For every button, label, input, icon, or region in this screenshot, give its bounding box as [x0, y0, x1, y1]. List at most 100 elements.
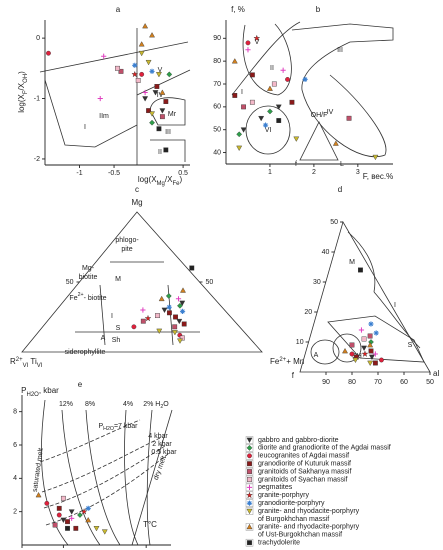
inset-label: L	[340, 161, 344, 168]
legend-label: granite- and rhyodacite-porphyry	[258, 508, 360, 515]
region-label: A	[314, 352, 319, 359]
legend-label: granite- and rhyodacite-porphyry	[258, 524, 360, 531]
y-tick-label: 50	[213, 127, 221, 134]
vertex-label: f	[292, 371, 295, 380]
region-label: VI	[265, 127, 272, 134]
vertex-label-part: VI	[23, 363, 29, 369]
marker	[372, 154, 379, 161]
marker	[236, 131, 243, 138]
marker	[142, 89, 148, 96]
y-axis-label-part: f, %	[231, 5, 245, 14]
marker	[85, 505, 91, 511]
marker	[258, 116, 265, 122]
marker	[246, 484, 253, 490]
y-axis-label: log(XF/XOH)	[17, 71, 28, 113]
legend-swatch-box	[245, 483, 254, 492]
marker	[69, 515, 75, 521]
marker	[149, 68, 155, 74]
marker	[267, 85, 273, 91]
marker	[144, 314, 152, 322]
x-axis-label: log(XMg/XFe)	[138, 175, 183, 186]
marker	[289, 99, 295, 105]
region-label: saturated melt	[32, 448, 45, 493]
inset-label: OH/F	[311, 112, 328, 119]
x-tick-label: 60	[400, 379, 408, 386]
x-tick-label: 1	[268, 169, 272, 176]
legend-swatch-box	[245, 467, 254, 476]
y-tick-label: 4	[13, 475, 17, 482]
panel-label: a	[116, 5, 121, 14]
region-label: I	[84, 124, 86, 131]
marker	[361, 345, 368, 352]
region-label: phlogo-	[115, 237, 139, 244]
region-label-part: P	[98, 423, 103, 430]
region-label: II	[270, 65, 274, 72]
region-label-part: 2+	[78, 292, 84, 298]
region-label: biotite	[79, 274, 98, 281]
panel-a-boundaries	[39, 28, 191, 165]
marker	[245, 40, 251, 46]
marker	[101, 53, 107, 59]
y-axis-label-part: H2O	[26, 392, 39, 398]
x-axis-label-part: /X	[165, 175, 173, 184]
marker	[77, 512, 83, 518]
marker	[60, 495, 66, 501]
marker	[179, 308, 186, 314]
marker	[367, 341, 374, 348]
marker	[358, 267, 363, 273]
marker	[80, 508, 88, 515]
y-tick-label: 60	[213, 104, 221, 111]
marker	[101, 529, 108, 535]
marker	[358, 327, 365, 333]
marker	[142, 23, 149, 29]
x-tick-label: 70	[374, 379, 382, 386]
legend-label: granodiorite-porphyry	[258, 500, 325, 507]
marker	[132, 62, 138, 68]
marker	[155, 72, 162, 78]
marker	[246, 500, 253, 506]
legend-label: of Burgokhchan massif	[258, 516, 329, 523]
marker	[65, 519, 70, 525]
legend-swatch-box	[245, 523, 254, 531]
legend-label: trachydolerite	[258, 540, 300, 547]
y-axis-label-part: F	[23, 90, 29, 94]
marker	[138, 50, 145, 57]
marker	[166, 71, 173, 78]
x-axis-label-part: )	[179, 175, 182, 184]
marker	[236, 145, 243, 152]
region-label: 0.5 kbar	[151, 449, 177, 456]
y-tick-label: 40	[213, 149, 221, 156]
legend-label: leucogranites of Agdai massif	[258, 453, 349, 460]
marker	[180, 287, 186, 293]
marker	[241, 104, 246, 110]
x-tick-label: 3	[356, 169, 360, 176]
region-label: IV	[327, 109, 334, 116]
legend-swatch-box	[245, 507, 254, 515]
y-tick-label: 8	[13, 409, 17, 416]
marker	[56, 512, 62, 518]
legend-label: of Ust-Burgokhchan massif	[258, 532, 342, 539]
region-label: IV	[157, 92, 164, 99]
y-tick-label: 80	[213, 58, 221, 65]
marker	[247, 461, 252, 467]
y-axis-label-part: )	[17, 71, 26, 74]
legend-swatch-box	[245, 499, 254, 507]
legend-label: pegmatites	[258, 484, 293, 491]
marker	[262, 122, 269, 128]
marker	[166, 304, 172, 310]
y-axis-label-part: /X	[17, 82, 26, 90]
marker	[332, 140, 339, 146]
marker	[146, 108, 151, 114]
vertex-label: al	[433, 369, 439, 378]
marker	[35, 491, 42, 498]
x-axis-label-part: log(X	[138, 175, 157, 184]
marker	[145, 60, 152, 66]
marker	[372, 351, 378, 357]
marker	[156, 328, 163, 335]
region-label: M	[115, 276, 121, 283]
marker	[247, 540, 252, 546]
region-label: I	[394, 302, 396, 309]
region-label: M	[349, 259, 355, 266]
y-tick-label: 90	[213, 35, 221, 42]
vertex-label: Fe2++ Mn	[270, 357, 304, 367]
